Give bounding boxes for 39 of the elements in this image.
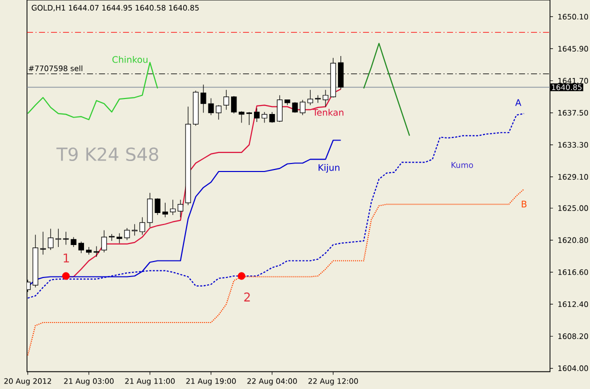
candlestick [284, 100, 290, 106]
candlestick [178, 199, 184, 218]
candlestick [48, 228, 54, 250]
candlestick [223, 90, 230, 110]
candlestick [315, 94, 321, 104]
series-label: Chinkou [112, 56, 148, 63]
candlestick [78, 241, 84, 254]
candlestick [307, 90, 314, 106]
candlestick [108, 234, 115, 242]
candlestick [200, 84, 206, 114]
candlestick [170, 199, 176, 216]
candlestick [162, 202, 168, 218]
candlestick [192, 90, 199, 126]
line-series [27, 62, 158, 120]
series-label: Tenkan [312, 108, 344, 116]
annotation: Kumo [452, 162, 474, 168]
annotation: 2 [244, 292, 250, 302]
candlestick [40, 231, 46, 255]
candlestick [276, 94, 283, 122]
candlestick [300, 100, 306, 116]
candlestick [292, 102, 298, 114]
candlestick [139, 216, 146, 236]
annotation: T9 K24 S48 [56, 147, 158, 162]
candlestick [246, 112, 252, 126]
annotation: 1 [64, 254, 69, 262]
candlestick [216, 104, 222, 120]
series-label: A [515, 99, 522, 106]
candlestick [94, 246, 100, 258]
candlestick [254, 108, 260, 122]
candlestick [208, 98, 214, 116]
candlestick [86, 246, 92, 255]
candlestick [322, 90, 328, 107]
candlestick [101, 230, 107, 253]
series-label: B [522, 200, 526, 208]
series-label: Kijun [318, 164, 340, 173]
candlestick [132, 224, 138, 236]
candlestick [185, 106, 191, 206]
candlestick [32, 234, 38, 288]
candlestick [124, 228, 130, 240]
